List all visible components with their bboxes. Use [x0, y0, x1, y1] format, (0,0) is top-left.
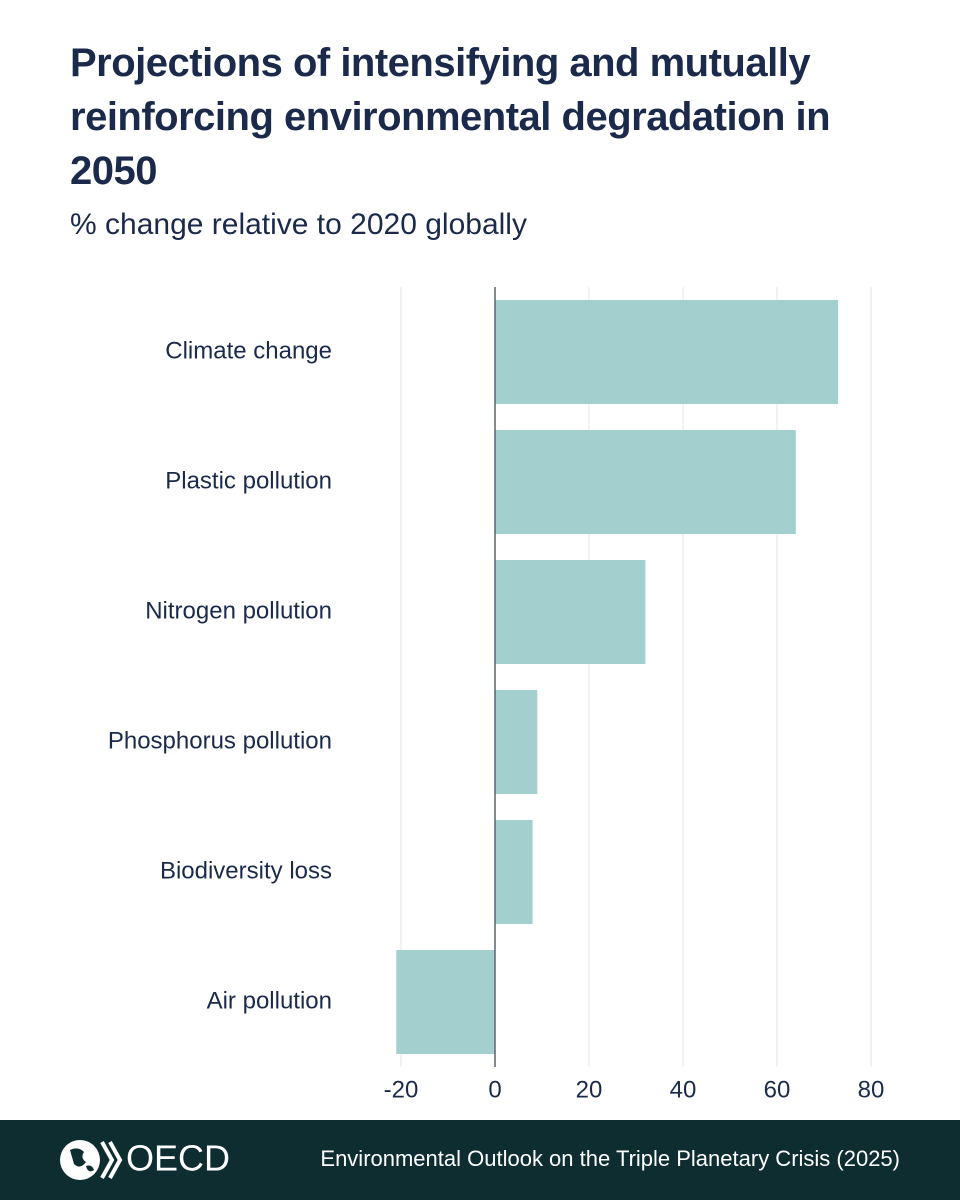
bar: [495, 300, 839, 404]
oecd-logo-text: OECD: [126, 1138, 230, 1179]
chart-subtitle: % change relative to 2020 globally: [70, 208, 527, 241]
footer-band: [0, 1120, 960, 1200]
x-tick-label: 80: [858, 1076, 885, 1103]
bar: [495, 690, 538, 794]
source: Environmental Outlook on the Triple Plan…: [320, 1146, 900, 1171]
x-tick-label: 40: [670, 1076, 697, 1103]
oecd-logo-mark: [60, 1140, 123, 1180]
x-tick-label: 0: [488, 1076, 501, 1103]
y-tick-label: Climate change: [165, 337, 332, 364]
bar: [495, 430, 796, 534]
y-tick-label: Biodiversity loss: [160, 857, 332, 884]
bar: [495, 560, 646, 664]
y-tick-label: Plastic pollution: [165, 467, 332, 494]
chart-title: Projections of intensifying and mutually…: [70, 41, 831, 193]
x-tick-label: 20: [576, 1076, 603, 1103]
y-tick-label: Nitrogen pollution: [145, 597, 332, 624]
bar: [396, 950, 495, 1054]
y-tick-label: Air pollution: [207, 987, 332, 1014]
y-tick-label: Phosphorus pollution: [108, 727, 332, 754]
x-tick-label: -20: [384, 1076, 419, 1103]
bar: [495, 820, 533, 924]
x-tick-label: 60: [764, 1076, 791, 1103]
